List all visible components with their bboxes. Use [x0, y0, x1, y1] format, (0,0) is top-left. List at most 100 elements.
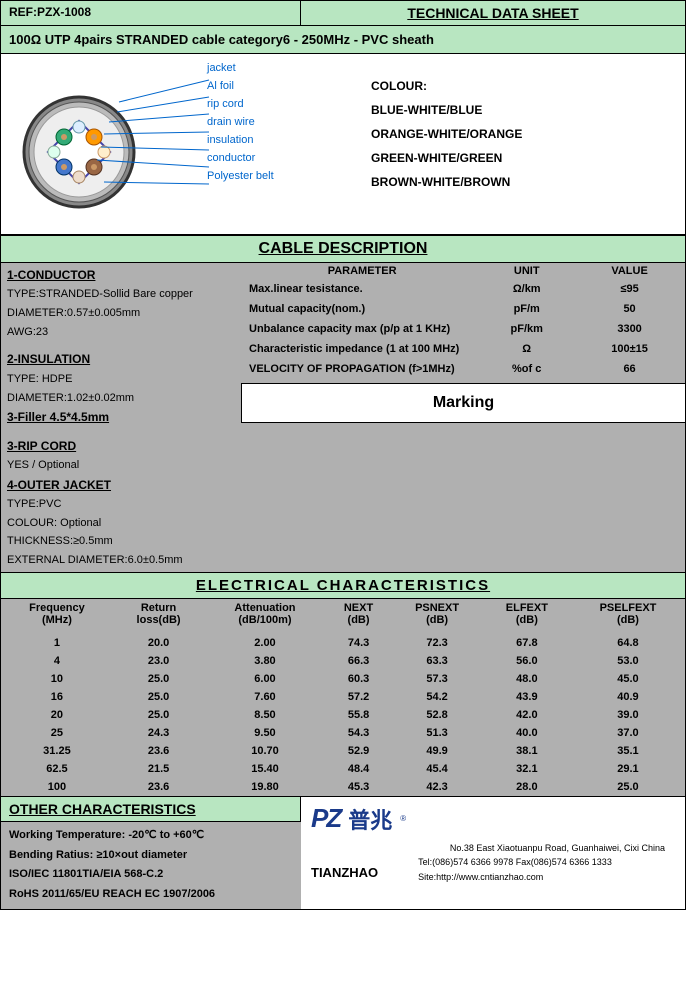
- other-left: OTHER CHARACTERISTICS Working Temperatur…: [1, 797, 301, 909]
- table-header-cell: NEXT(dB): [326, 599, 392, 634]
- table-cell: 60.3: [326, 670, 392, 688]
- table-row: 2524.39.5054.351.340.037.0: [1, 724, 685, 742]
- site-line: Site:http://www.cntianzhao.com: [418, 870, 612, 884]
- param-value: 3300: [578, 323, 681, 335]
- other-line: RoHS 2011/65/EU REACH EC 1907/2006: [9, 885, 293, 905]
- footer-right: PZ 普兆 ® No.38 East Xiaotuanpu Road, Guan…: [301, 797, 685, 909]
- table-cell: 21.5: [113, 760, 204, 778]
- param-row: Max.linear tesistance.Ω/km≤95: [241, 279, 685, 299]
- table-cell: 54.3: [326, 724, 392, 742]
- description-right: PARAMETER UNIT VALUE Max.linear tesistan…: [241, 263, 685, 572]
- desc-line: TYPE:PVC: [7, 495, 235, 514]
- param-unit: pF/km: [475, 323, 578, 335]
- table-cell: 57.2: [326, 688, 392, 706]
- spec-line: 100Ω UTP 4pairs STRANDED cable category6…: [1, 26, 685, 54]
- bottom-section: OTHER CHARACTERISTICS Working Temperatur…: [1, 796, 685, 909]
- table-cell: 56.0: [483, 652, 571, 670]
- param-value: 66: [578, 363, 681, 375]
- param-row: VELOCITY OF PROPAGATION (f>1MHz)%of c66: [241, 359, 685, 379]
- desc-line: EXTERNAL DIAMETER:6.0±0.5mm: [7, 551, 235, 570]
- table-cell: 40.9: [571, 688, 685, 706]
- param-unit: pF/m: [475, 303, 578, 315]
- description-body: 1-CONDUCTOR TYPE:STRANDED-Sollid Bare co…: [1, 263, 685, 572]
- desc-line: THICKNESS:≥0.5mm: [7, 532, 235, 551]
- table-cell: 38.1: [483, 742, 571, 760]
- table-cell: 10: [1, 670, 113, 688]
- table-cell: 54.2: [391, 688, 482, 706]
- logo-row: PZ 普兆 ®: [311, 803, 675, 835]
- filler-heading: 3-Filler 4.5*4.5mm: [7, 407, 235, 427]
- cable-cross-section-icon: [9, 62, 229, 222]
- param-name: Mutual capacity(nom.): [245, 303, 475, 315]
- colour-heading: COLOUR:: [371, 74, 677, 98]
- table-cell: 51.3: [391, 724, 482, 742]
- ripcord-heading: 3-RIP CORD: [7, 436, 235, 456]
- company-name: TIANZHAO: [311, 863, 378, 884]
- desc-line: DIAMETER:1.02±0.02mm: [7, 389, 235, 408]
- table-cell: 10.70: [204, 742, 325, 760]
- other-line: Bending Ratius: ≥10×out diameter: [9, 846, 293, 866]
- cable-diagram: jacket Al foil rip cord drain wire insul…: [1, 54, 341, 234]
- diagram-label: conductor: [207, 152, 255, 164]
- table-cell: 53.0: [571, 652, 685, 670]
- tel-line: Tel:(086)574 6366 9978 Fax(086)574 6366 …: [418, 855, 612, 869]
- param-row: Mutual capacity(nom.)pF/m50: [241, 299, 685, 319]
- table-cell: 1: [1, 634, 113, 652]
- param-header-row: PARAMETER UNIT VALUE: [241, 263, 685, 279]
- desc-line: TYPE: HDPE: [7, 370, 235, 389]
- unit-header: UNIT: [475, 265, 578, 277]
- data-sheet: REF:PZX-1008 TECHNICAL DATA SHEET 100Ω U…: [0, 0, 686, 910]
- param-name: Unbalance capacity max (p/p at 1 KHz): [245, 323, 475, 335]
- table-cell: 29.1: [571, 760, 685, 778]
- param-row: Unbalance capacity max (p/p at 1 KHz)pF/…: [241, 319, 685, 339]
- desc-line: DIAMETER:0.57±0.005mm: [7, 304, 235, 323]
- table-row: 2025.08.5055.852.842.039.0: [1, 706, 685, 724]
- param-row: Characteristic impedance (1 at 100 MHz)Ω…: [241, 339, 685, 359]
- table-cell: 23.0: [113, 652, 204, 670]
- table-cell: 42.3: [391, 778, 482, 796]
- table-cell: 48.4: [326, 760, 392, 778]
- conductor-heading: 1-CONDUCTOR: [7, 265, 235, 285]
- other-line: Working Temperature: -20℃ to +60℃: [9, 826, 293, 846]
- param-value: 50: [578, 303, 681, 315]
- jacket-heading: 4-OUTER JACKET: [7, 475, 235, 495]
- desc-line: YES / Optional: [7, 456, 235, 475]
- table-cell: 45.3: [326, 778, 392, 796]
- table-cell: 25.0: [113, 688, 204, 706]
- table-header-cell: Attenuation(dB/100m): [204, 599, 325, 634]
- table-cell: 63.3: [391, 652, 482, 670]
- table-cell: 57.3: [391, 670, 482, 688]
- description-left: 1-CONDUCTOR TYPE:STRANDED-Sollid Bare co…: [1, 263, 241, 572]
- table-cell: 72.3: [391, 634, 482, 652]
- table-cell: 24.3: [113, 724, 204, 742]
- table-row: 62.521.515.4048.445.432.129.1: [1, 760, 685, 778]
- table-cell: 6.00: [204, 670, 325, 688]
- table-cell: 25.0: [113, 670, 204, 688]
- marking-box: Marking: [241, 383, 685, 423]
- table-header-cell: Returnloss(dB): [113, 599, 204, 634]
- table-cell: 43.9: [483, 688, 571, 706]
- table-row: 120.02.0074.372.367.864.8: [1, 634, 685, 652]
- table-cell: 28.0: [483, 778, 571, 796]
- table-cell: 49.9: [391, 742, 482, 760]
- sheet-title: TECHNICAL DATA SHEET: [301, 1, 685, 26]
- table-cell: 67.8: [483, 634, 571, 652]
- table-cell: 25: [1, 724, 113, 742]
- table-cell: 7.60: [204, 688, 325, 706]
- table-cell: 23.6: [113, 778, 204, 796]
- diagram-label: insulation: [207, 134, 253, 146]
- insulation-heading: 2-INSULATION: [7, 349, 235, 369]
- table-cell: 45.0: [571, 670, 685, 688]
- param-unit: Ω/km: [475, 283, 578, 295]
- value-header: VALUE: [578, 265, 681, 277]
- other-characteristics-header: OTHER CHARACTERISTICS: [1, 797, 301, 822]
- contact-block: No.38 East Xiaotuanpu Road, Guanhaiwei, …: [311, 841, 675, 884]
- ref-value: PZX-1008: [37, 5, 91, 19]
- table-cell: 25.0: [113, 706, 204, 724]
- param-unit: %of c: [475, 363, 578, 375]
- colour-list: COLOUR: BLUE-WHITE/BLUE ORANGE-WHITE/ORA…: [341, 54, 685, 234]
- diagram-label: Al foil: [207, 80, 234, 92]
- table-cell: 8.50: [204, 706, 325, 724]
- colour-item: BROWN-WHITE/BROWN: [371, 170, 677, 194]
- table-cell: 42.0: [483, 706, 571, 724]
